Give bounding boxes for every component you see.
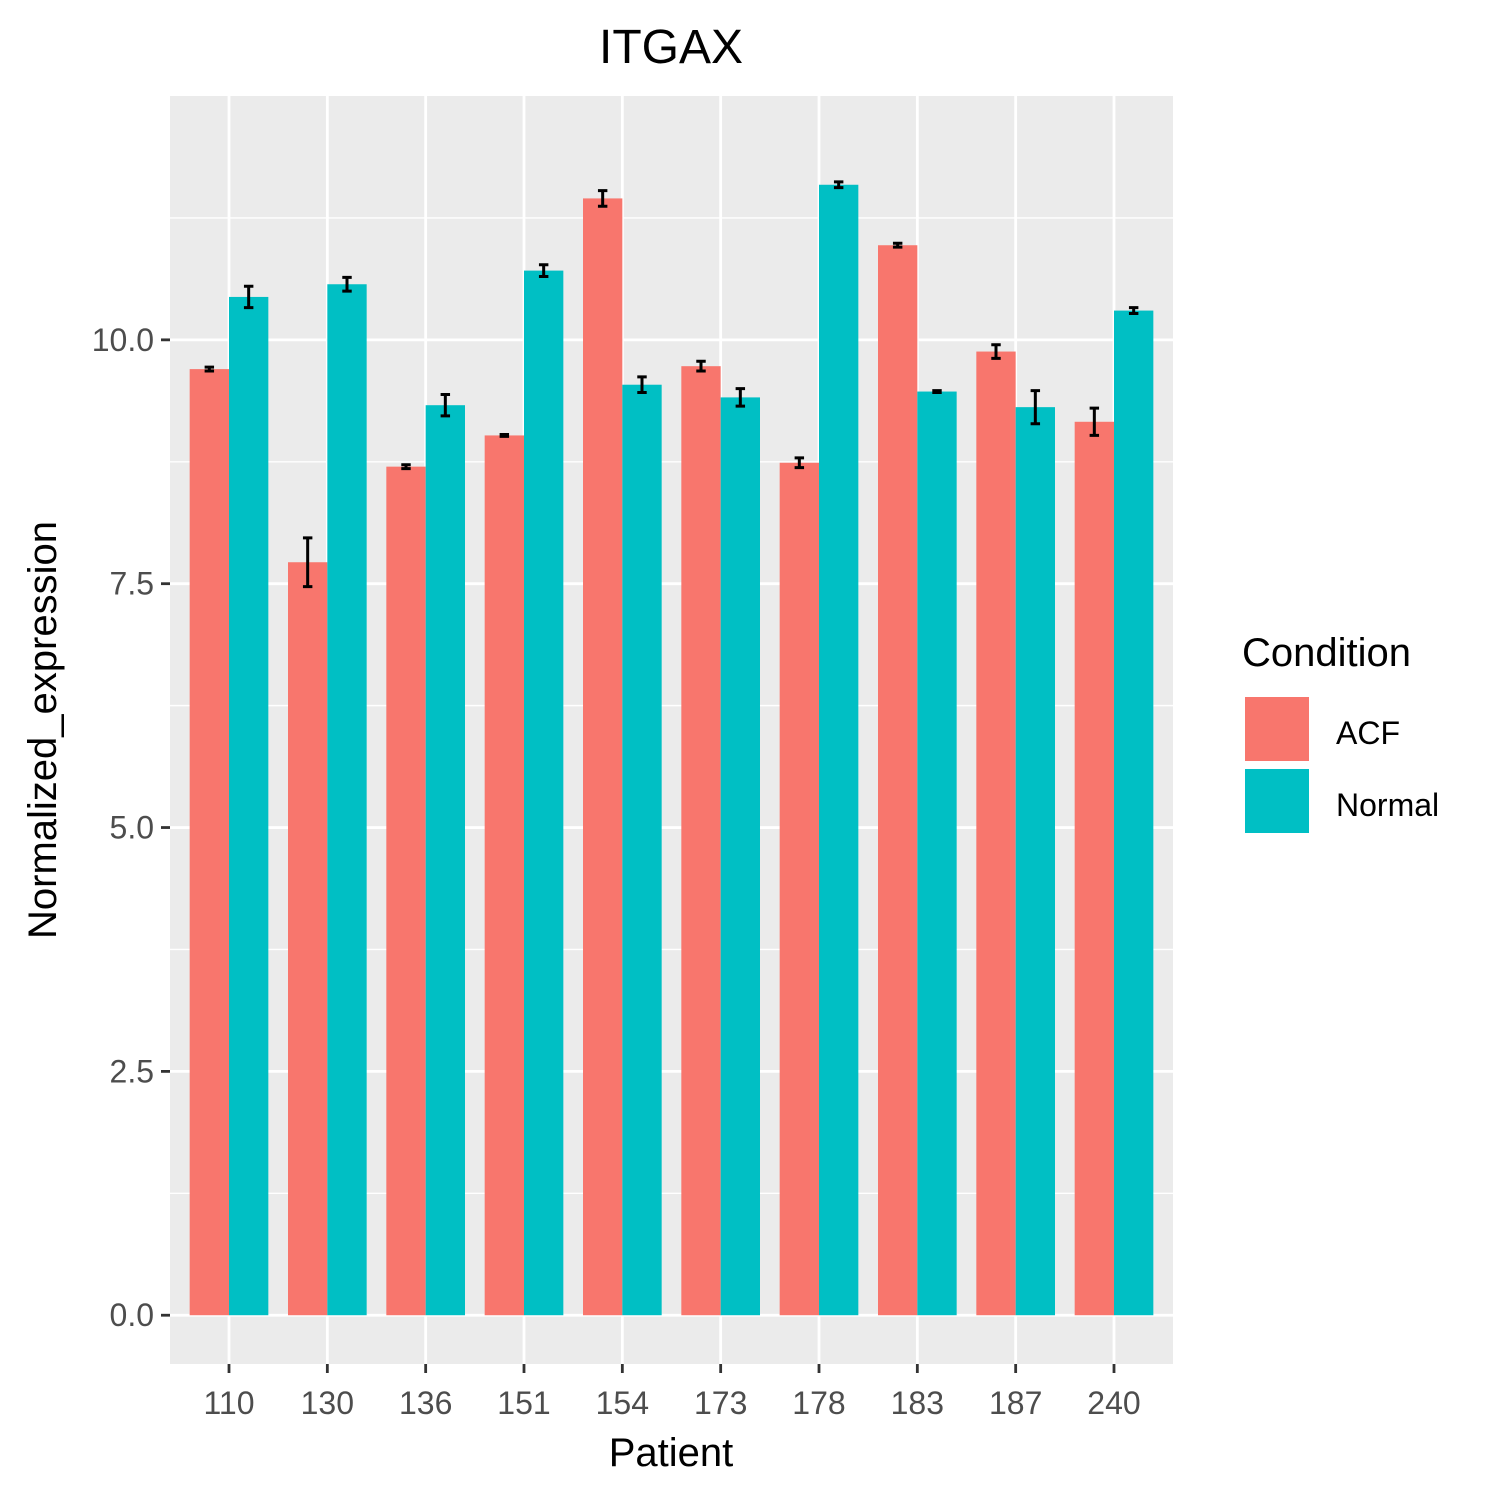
error-bars [204,180,1139,589]
legend-swatch-acf [1243,695,1311,763]
legend: Condition ACF Normal [1242,631,1439,835]
error-bar-normal-173 [735,387,746,408]
bar-normal-240 [1114,310,1154,1316]
error-bar-normal-183 [932,389,942,395]
x-tick-label: 240 [1087,1385,1140,1421]
bar-acf-110 [189,369,229,1316]
error-bar-normal-154 [637,375,647,395]
bar-acf-240 [1074,421,1114,1316]
y-tick-label: 0.0 [110,1297,154,1333]
legend-title: Condition [1242,631,1411,675]
error-bar-acf-151 [499,432,510,438]
error-bar-normal-151 [538,263,549,278]
x-tick-label: 187 [989,1385,1042,1421]
error-bar-acf-130 [302,536,313,589]
bar-normal-173 [720,397,760,1316]
error-bar-normal-110 [243,284,254,310]
error-bar-acf-178 [794,456,805,470]
bar-normal-154 [622,384,662,1316]
x-tick-label: 110 [203,1385,254,1421]
bar-normal-187 [1015,407,1055,1316]
legend-swatch-normal [1243,767,1311,835]
error-bar-acf-187 [991,343,1001,360]
legend-label-acf: ACF [1336,715,1400,751]
x-axis: 110 130 136 151 154 173 178 183 187 240 [203,1364,1141,1421]
y-tick-label: 10.0 [92,322,154,358]
bars [189,184,1154,1316]
bar-normal-110 [229,296,269,1316]
error-bar-normal-136 [440,392,451,418]
error-bar-acf-154 [597,189,608,208]
bar-normal-151 [524,270,564,1316]
x-tick-label: 183 [891,1385,944,1421]
error-bar-acf-183 [892,241,903,249]
x-tick-label: 173 [694,1385,747,1421]
error-bar-acf-173 [696,359,706,373]
x-axis-title: Patient [609,1431,734,1475]
y-axis-title: Normalized_expression [21,521,65,939]
bar-acf-136 [386,466,426,1316]
y-tick-label: 2.5 [110,1053,154,1089]
x-tick-label: 136 [399,1385,452,1421]
bar-acf-187 [976,351,1016,1316]
bar-normal-183 [917,391,957,1316]
bar-acf-183 [878,245,918,1316]
bar-acf-154 [583,198,623,1316]
error-bar-normal-178 [833,180,844,190]
error-bar-normal-187 [1030,389,1041,426]
y-tick-label: 7.5 [110,566,154,602]
bar-normal-130 [327,284,367,1316]
bar-acf-173 [681,366,721,1316]
bar-acf-151 [484,435,524,1316]
error-bar-normal-130 [342,275,352,293]
bar-normal-136 [425,405,465,1316]
x-tick-label: 178 [792,1385,845,1421]
error-bar-acf-110 [204,365,215,373]
error-bar-acf-240 [1089,406,1100,437]
x-tick-label: 130 [301,1385,354,1421]
chart-title: ITGAX [599,21,743,74]
bar-normal-178 [819,184,859,1316]
error-bar-acf-136 [401,463,411,471]
y-tick-label: 5.0 [110,810,154,846]
y-axis: 0.0 2.5 5.0 7.5 10.0 [92,322,170,1333]
error-bar-normal-240 [1128,306,1139,316]
bar-acf-130 [288,562,328,1316]
legend-label-normal: Normal [1336,787,1439,823]
x-tick-label: 154 [596,1385,649,1421]
x-tick-label: 151 [497,1385,550,1421]
bar-acf-178 [779,462,819,1316]
